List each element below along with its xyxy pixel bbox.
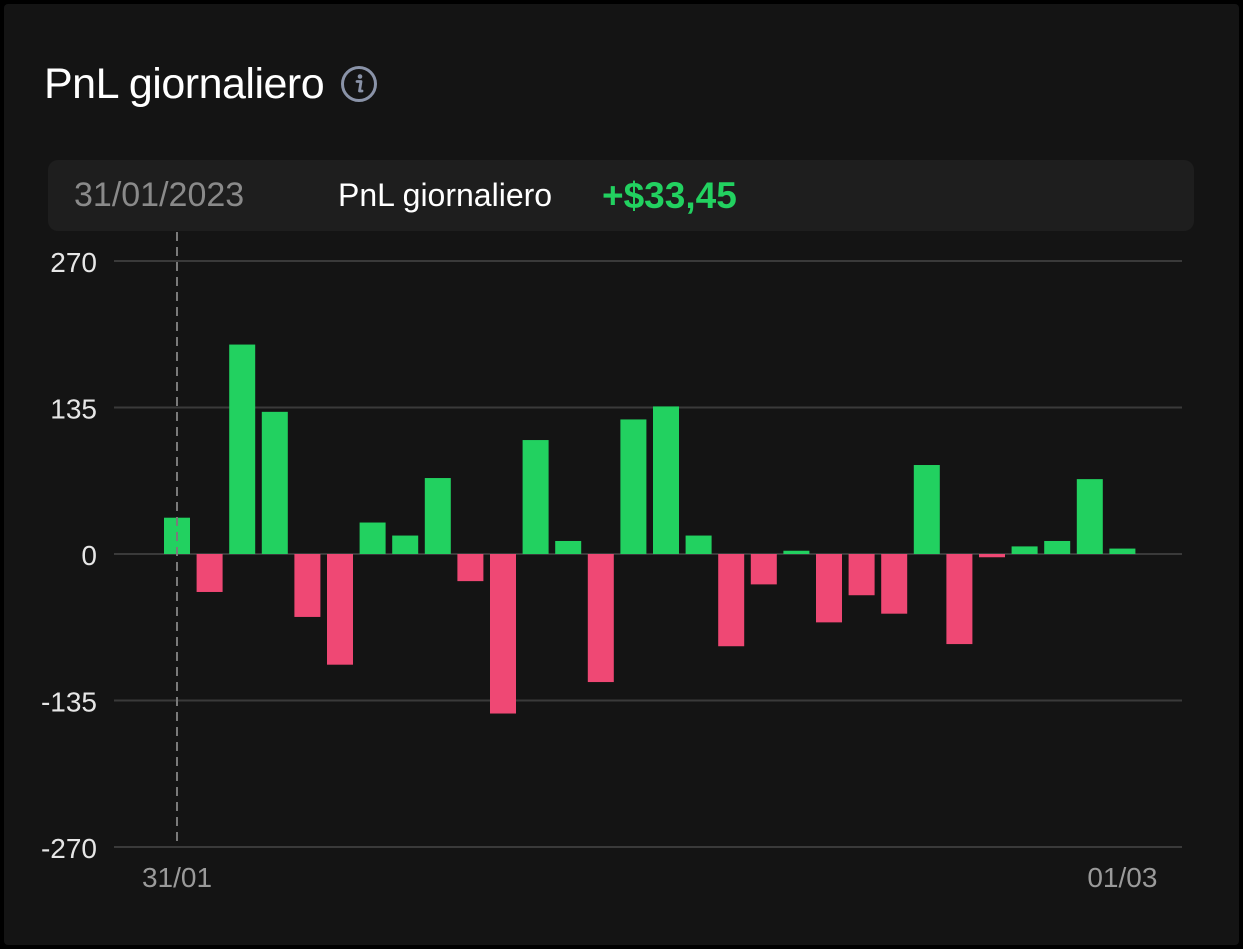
bar (783, 550, 810, 554)
y-tick-label: -270 (41, 833, 97, 864)
bar (653, 406, 679, 554)
bar (555, 540, 582, 554)
bar (294, 554, 321, 617)
x-tick-label: 31/01 (142, 862, 212, 893)
bar (522, 440, 549, 554)
bar (1044, 540, 1071, 554)
bar (392, 535, 419, 554)
bar (261, 411, 288, 554)
bar (359, 522, 386, 554)
tooltip-label: PnL giornaliero (338, 177, 553, 213)
bar (1011, 546, 1038, 554)
chart-tooltip: 31/01/2023 PnL giornaliero +$33,45 (48, 160, 1194, 231)
bar (424, 478, 451, 554)
bar (685, 535, 712, 554)
bar (881, 554, 908, 614)
y-tick-label: 135 (50, 394, 97, 425)
bar (913, 465, 940, 554)
bar (490, 554, 516, 714)
y-tick-label: -135 (41, 687, 97, 718)
tooltip-value: +$33,45 (602, 175, 737, 216)
bar (848, 554, 875, 596)
bar (946, 554, 973, 645)
bar (229, 344, 256, 554)
bar (457, 554, 484, 582)
tooltip-date: 31/01/2023 (74, 176, 245, 214)
bar (979, 554, 1005, 558)
x-tick-label: 01/03 (1087, 862, 1157, 893)
y-tick-label: 270 (50, 247, 97, 278)
bar (1109, 548, 1136, 554)
page-title: PnL giornaliero (44, 59, 325, 108)
bar (327, 554, 353, 665)
bar (1076, 479, 1103, 554)
bar (750, 554, 777, 585)
bar (718, 554, 745, 647)
bar (816, 554, 842, 623)
bar (196, 554, 223, 592)
y-tick-label: 0 (81, 540, 97, 571)
bar (620, 419, 647, 554)
header: PnL giornaliero (44, 56, 378, 112)
info-icon[interactable] (340, 65, 378, 103)
bar (587, 554, 614, 683)
